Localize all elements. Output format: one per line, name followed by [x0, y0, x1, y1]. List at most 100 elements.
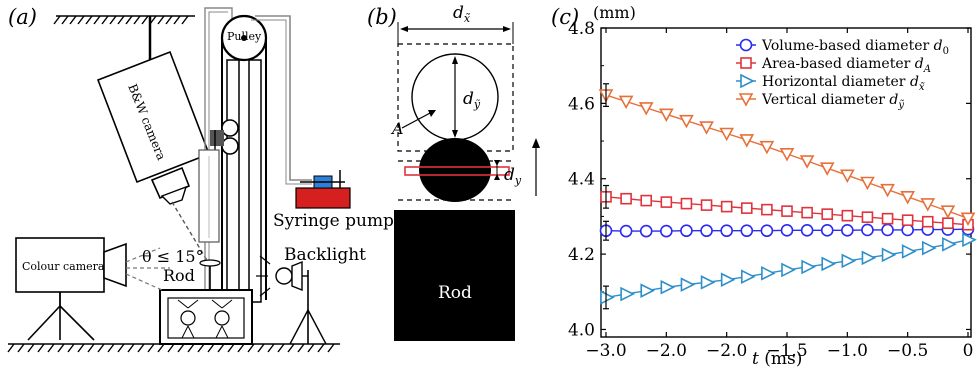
legend-sym-vertical: d — [889, 92, 898, 108]
data-point — [942, 217, 954, 229]
error-bar — [603, 184, 609, 209]
angle-label: θ ≤ 15° — [142, 247, 204, 266]
legend-text-horizontal: Horizontal diameter — [762, 74, 910, 90]
y-tick-label: 4.2 — [568, 245, 595, 265]
x-tick-label: −2.0 — [706, 341, 747, 361]
data-point — [759, 140, 775, 155]
syringe-pump-label: Syringe pump — [273, 211, 394, 231]
data-point — [719, 127, 735, 142]
data-point — [620, 192, 632, 205]
data-point — [900, 191, 916, 205]
data-point — [861, 250, 877, 266]
panel-a-label: (a) — [8, 5, 37, 29]
data-point — [940, 205, 956, 219]
svg-text:Area-based diameter dA: Area-based diameter dA — [761, 56, 931, 75]
data-point — [680, 277, 696, 292]
data-point — [861, 223, 874, 237]
data-point — [880, 183, 895, 198]
nozzle-clamp — [210, 119, 239, 160]
svg-text:dỹ: dỹ — [463, 89, 481, 111]
data-point — [720, 272, 736, 288]
area-arrow — [401, 111, 433, 129]
svg-text:t (ms): t (ms) — [752, 349, 802, 369]
data-point — [781, 262, 796, 278]
legend-sub-horizontal: x̃ — [919, 82, 925, 93]
legend-sub-vertical: ỹ — [897, 100, 904, 111]
data-point — [619, 224, 633, 238]
data-point — [821, 256, 837, 272]
data-point — [920, 198, 936, 212]
x-tick-label: −0.5 — [887, 341, 928, 361]
data-point — [640, 194, 653, 207]
legend-sub-volume: 0 — [943, 46, 949, 57]
x-tick-label: −1.0 — [827, 341, 868, 361]
data-point — [618, 95, 634, 110]
data-point — [921, 240, 937, 256]
data-point — [740, 269, 756, 285]
legend-item-vertical: Vertical diameter dỹ — [736, 92, 904, 111]
data-point — [699, 121, 714, 135]
legend-sym-volume: d — [934, 38, 943, 54]
series-2 — [600, 232, 977, 305]
data-point — [740, 224, 754, 238]
bw-camera-sightline — [171, 201, 209, 263]
backlight: Backlight — [256, 245, 366, 345]
ceiling — [53, 15, 195, 25]
x-tick-label: −2.0 — [646, 341, 687, 361]
data-point — [680, 197, 693, 210]
data-point — [901, 244, 917, 259]
legend-sym-area: d — [915, 56, 924, 72]
dy-subscript: ỹ — [473, 98, 481, 111]
legend-text-vertical: Vertical diameter — [761, 92, 889, 108]
data-point — [819, 162, 835, 176]
data-point — [881, 223, 894, 237]
svg-text:Vertical diameter dỹ: Vertical diameter dỹ — [761, 92, 904, 111]
data-point — [820, 224, 834, 237]
y-tick-label: 4.6 — [568, 94, 595, 114]
data-point — [881, 212, 894, 225]
bw-camera: B&W camera — [96, 50, 211, 205]
dy-small-dimension — [494, 160, 500, 180]
data-point — [720, 224, 733, 238]
panel-a: (a) B&W camera θ ≤ 15° — [7, 5, 394, 353]
data-point — [679, 114, 694, 129]
data-point — [921, 215, 934, 228]
data-point — [901, 214, 914, 226]
legend-item-horizontal: Horizontal diameter dx̃ — [736, 73, 925, 93]
dy-dimension — [452, 56, 458, 138]
panel-c: (c) (mm) 4.0 4.2 4.4 4.6 4.8 −3.0 −2.0 −2.0 −1.… — [551, 3, 977, 369]
x-axis-unit: (ms) — [764, 349, 802, 369]
legend-item-area: Area-based diameter dA — [736, 56, 931, 75]
data-point — [821, 208, 834, 220]
y-tick-label: 4.4 — [568, 170, 595, 190]
data-point — [801, 259, 816, 275]
dx-label: d — [453, 3, 464, 23]
data-point — [700, 199, 713, 211]
data-point — [640, 283, 656, 298]
dy-small-subscript: y — [514, 174, 522, 187]
data-point — [801, 206, 813, 219]
data-point — [960, 212, 976, 226]
dy-small-label: d — [504, 165, 515, 185]
scan-direction-arrow — [532, 138, 540, 196]
pulley-label: Pulley — [227, 30, 262, 43]
data-point — [800, 224, 814, 237]
legend-item-volume: Volume-based diameter d0 — [736, 38, 949, 57]
dy-label: d — [463, 89, 474, 109]
data-point — [861, 211, 874, 223]
legend: Volume-based diameter d0 Area-based diam… — [736, 38, 949, 111]
data-point — [761, 203, 773, 216]
data-point — [780, 224, 794, 237]
legend-sub-area: A — [923, 64, 931, 75]
horizontal-slice — [404, 166, 510, 176]
error-bar — [603, 285, 609, 310]
data-point — [881, 247, 897, 263]
syringe-pump: Syringe pump — [273, 170, 394, 231]
data-point — [760, 224, 774, 238]
lamp-table — [159, 289, 253, 345]
panel-c-label: (c) — [551, 5, 579, 29]
x-tick-label: −3.0 — [585, 341, 626, 361]
floor — [7, 343, 340, 353]
backlight-label: Backlight — [284, 245, 366, 265]
